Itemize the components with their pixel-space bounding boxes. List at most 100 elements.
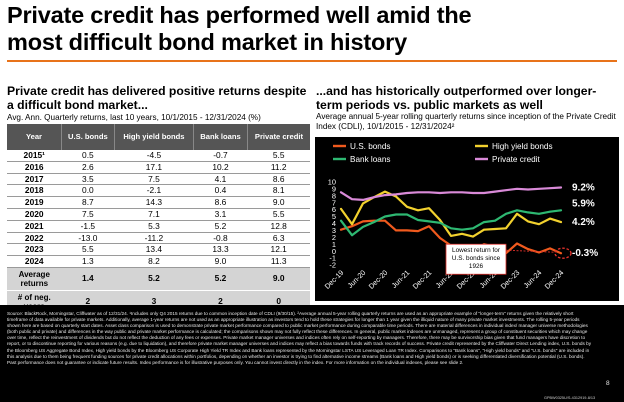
year-cell: 2021 xyxy=(7,220,62,233)
series-point xyxy=(428,225,430,228)
value-cell: -1.5 xyxy=(61,220,115,233)
value-cell: 1.3 xyxy=(61,255,115,268)
value-cell: 0.5 xyxy=(61,150,115,162)
value-cell: 14.3 xyxy=(114,196,194,209)
series-point xyxy=(527,211,529,214)
series-point xyxy=(417,209,419,212)
summary-value: 9.0 xyxy=(247,267,310,291)
series-point xyxy=(483,221,485,223)
series-point xyxy=(384,190,386,193)
y-tick-label: 2 xyxy=(332,233,336,242)
series-point xyxy=(362,220,364,223)
y-tick-label: 6 xyxy=(332,205,336,214)
page-title: Private credit has performed well amid t… xyxy=(7,2,472,56)
y-tick-label: 9 xyxy=(332,184,336,193)
footer: Source: BlackRock, Morningstar, Cliffwat… xyxy=(0,305,624,402)
series-point xyxy=(406,213,408,216)
value-cell: 2.6 xyxy=(61,161,115,174)
x-tick-label: Jun-24 xyxy=(522,268,544,290)
y-tick-label: -2 xyxy=(329,261,336,270)
year-cell: 2018 xyxy=(7,184,62,198)
series-point xyxy=(472,192,474,194)
value-cell: 8.7 xyxy=(61,196,115,209)
series-point xyxy=(560,186,562,189)
series-point xyxy=(395,213,397,216)
series-point xyxy=(417,230,419,232)
series-point xyxy=(461,228,463,231)
series-point xyxy=(483,228,485,231)
y-tick-label: -1 xyxy=(329,254,336,263)
series-point xyxy=(373,196,375,199)
x-tick-label: Dec-19 xyxy=(323,268,346,291)
annotation-text: U.S. bonds since xyxy=(452,255,501,262)
value-cell: 7.5 xyxy=(114,173,194,186)
series-point xyxy=(538,223,540,226)
value-cell: -2.1 xyxy=(114,184,194,198)
y-tick-label: 3 xyxy=(332,226,336,235)
col-header-us-bonds: U.S. bonds xyxy=(61,124,115,150)
value-cell: 11.3 xyxy=(247,255,310,268)
value-cell: 12.8 xyxy=(247,220,310,233)
value-cell: 3.5 xyxy=(61,173,115,186)
summary-label: Average returns xyxy=(7,267,62,291)
series-point xyxy=(505,212,507,215)
series-point xyxy=(538,212,540,215)
annotation-text: 1926 xyxy=(469,263,484,270)
value-cell: 5.2 xyxy=(193,220,248,233)
value-cell: 9.0 xyxy=(247,196,310,209)
left-heading: Private credit has delivered positive re… xyxy=(7,84,307,112)
value-cell: 12.1 xyxy=(247,243,310,257)
series-point xyxy=(505,227,507,230)
legend-label: U.S. bonds xyxy=(350,142,391,151)
series-point xyxy=(428,191,430,194)
series-point xyxy=(516,209,518,212)
col-header-bank-loans: Bank loans xyxy=(193,124,248,150)
annotation-box xyxy=(445,243,507,275)
title-divider xyxy=(7,60,617,62)
legend-label: Bank loans xyxy=(350,155,391,164)
value-cell: -13.0 xyxy=(61,232,115,245)
value-cell: 11.2 xyxy=(247,161,310,174)
series-point xyxy=(340,228,342,231)
series-point xyxy=(362,226,364,228)
value-cell: 5.5 xyxy=(247,150,310,162)
table-row: 2015¹ 0.5 -4.5 -0.7 5.5 xyxy=(7,150,310,162)
value-cell: 8.6 xyxy=(247,173,310,186)
year-cell: 2019 xyxy=(7,196,62,209)
series-point xyxy=(406,205,408,208)
value-cell: -11.2 xyxy=(114,232,194,245)
series-point xyxy=(362,202,364,205)
legend-label: Private credit xyxy=(492,155,541,164)
y-tick-label: 7 xyxy=(332,198,336,207)
year-cell: 2020 xyxy=(7,208,62,221)
value-cell: 4.1 xyxy=(193,173,248,186)
series-point xyxy=(516,212,518,215)
value-cell: 7.5 xyxy=(61,208,115,221)
series-point xyxy=(340,208,342,210)
series-point xyxy=(439,237,441,239)
series-point xyxy=(450,235,452,237)
x-tick-label: Jun-21 xyxy=(390,268,412,290)
left-subheading: Avg. Ann. Quarterly returns, last 10 yea… xyxy=(7,113,261,122)
average-returns-row: Average returns 1.4 5.2 5.2 9.0 xyxy=(7,267,310,291)
year-cell: 2015¹ xyxy=(7,150,62,162)
lowest-return-highlight xyxy=(554,247,572,259)
year-cell: 2016 xyxy=(7,161,62,174)
x-tick-label: Dec-24 xyxy=(543,268,566,291)
series-end-label: 5.9% xyxy=(572,198,595,209)
value-cell: 8.6 xyxy=(193,196,248,209)
series-point xyxy=(428,207,430,210)
series-point xyxy=(395,193,397,196)
annotation-text: Lowest return for xyxy=(452,247,501,254)
series-point xyxy=(362,199,364,201)
series-point xyxy=(516,187,518,190)
series-point xyxy=(494,228,496,230)
value-cell: 7.1 xyxy=(114,208,194,221)
y-tick-label: 5 xyxy=(332,212,336,221)
series-point xyxy=(340,219,342,222)
series-point xyxy=(439,219,441,221)
y-tick-label: 10 xyxy=(328,178,336,187)
series-point xyxy=(549,187,551,190)
series-point xyxy=(461,191,463,194)
returns-table: Year U.S. bonds High yield bonds Bank lo… xyxy=(7,124,310,313)
